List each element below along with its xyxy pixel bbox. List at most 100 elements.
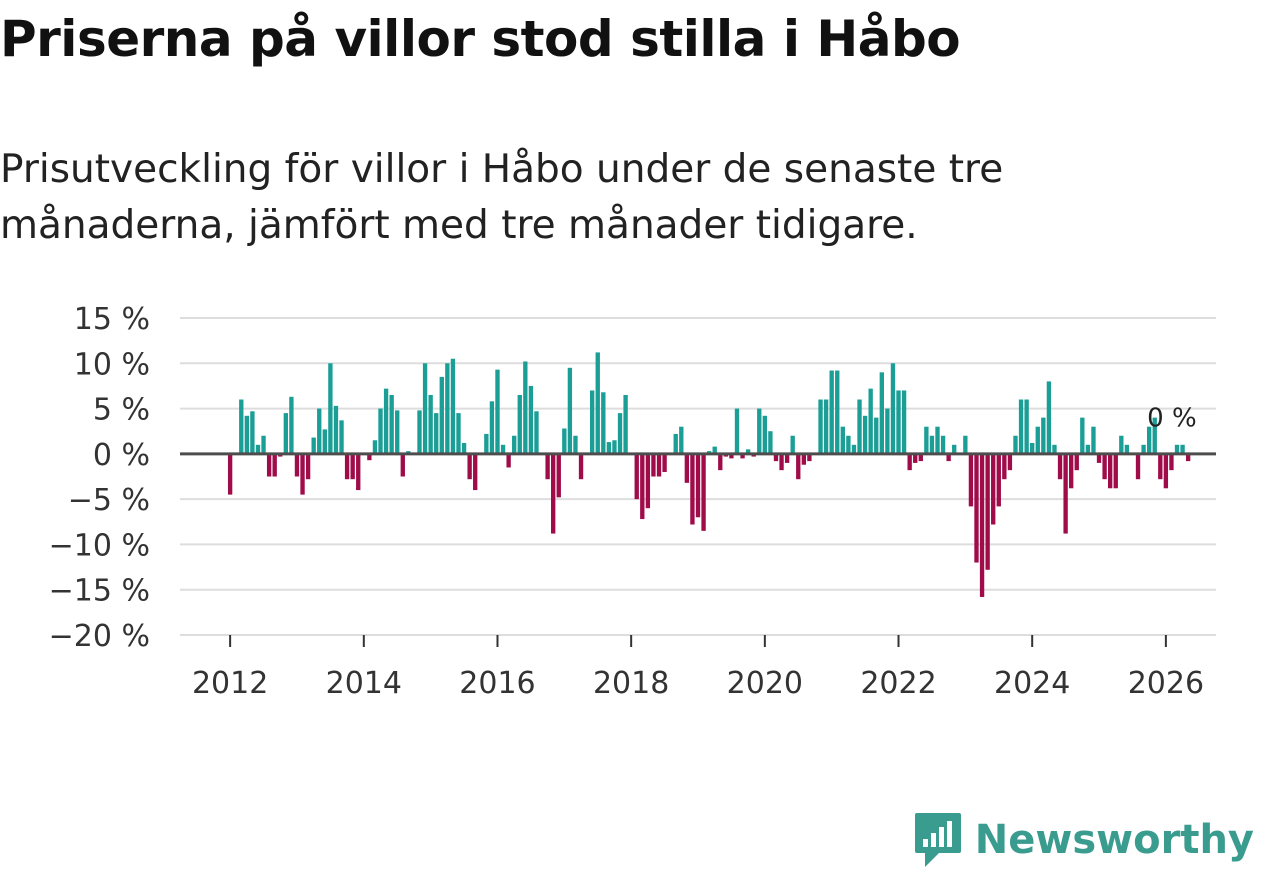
bar[interactable] bbox=[1119, 435, 1124, 454]
bar[interactable] bbox=[896, 390, 901, 454]
bar[interactable] bbox=[734, 408, 740, 454]
bar[interactable] bbox=[946, 453, 951, 462]
bar[interactable] bbox=[255, 444, 261, 454]
bar[interactable] bbox=[862, 415, 868, 454]
bar[interactable] bbox=[484, 433, 489, 454]
bar[interactable] bbox=[445, 363, 450, 454]
bar[interactable] bbox=[551, 453, 556, 534]
bar[interactable] bbox=[512, 435, 517, 454]
bar[interactable] bbox=[645, 453, 651, 509]
bar[interactable] bbox=[294, 453, 300, 477]
bar[interactable] bbox=[1007, 453, 1013, 471]
bar[interactable] bbox=[1069, 453, 1074, 489]
bar[interactable] bbox=[968, 453, 974, 507]
bar[interactable] bbox=[227, 453, 233, 495]
bar[interactable] bbox=[339, 420, 344, 454]
bar[interactable] bbox=[745, 449, 751, 454]
bar[interactable] bbox=[573, 435, 578, 454]
bar[interactable] bbox=[729, 453, 734, 459]
bar[interactable] bbox=[835, 370, 840, 454]
bar[interactable] bbox=[1052, 444, 1057, 454]
bar[interactable] bbox=[272, 453, 277, 477]
bar[interactable] bbox=[846, 435, 851, 454]
bar[interactable] bbox=[1107, 453, 1113, 489]
bar[interactable] bbox=[417, 410, 422, 454]
bar[interactable] bbox=[996, 453, 1001, 507]
bar[interactable] bbox=[1041, 417, 1046, 454]
bar[interactable] bbox=[757, 408, 762, 454]
bar[interactable] bbox=[244, 415, 250, 454]
bar[interactable] bbox=[796, 453, 801, 480]
bar[interactable] bbox=[623, 394, 628, 454]
bar[interactable] bbox=[367, 453, 372, 461]
bar[interactable] bbox=[952, 444, 957, 454]
bar[interactable] bbox=[1091, 426, 1096, 454]
bar[interactable] bbox=[517, 394, 522, 454]
bar[interactable] bbox=[762, 415, 768, 454]
bar[interactable] bbox=[567, 367, 573, 454]
bar[interactable] bbox=[1057, 453, 1063, 480]
bar[interactable] bbox=[913, 453, 918, 463]
bar[interactable] bbox=[701, 453, 706, 531]
bar[interactable] bbox=[823, 399, 829, 454]
bar[interactable] bbox=[924, 426, 929, 454]
bar[interactable] bbox=[1018, 399, 1024, 454]
bar[interactable] bbox=[718, 453, 723, 471]
bar[interactable] bbox=[434, 413, 439, 454]
bar[interactable] bbox=[456, 413, 461, 454]
bar[interactable] bbox=[612, 440, 617, 454]
bar[interactable] bbox=[784, 453, 790, 463]
bar[interactable] bbox=[857, 399, 862, 454]
bar[interactable] bbox=[1063, 453, 1068, 534]
bar[interactable] bbox=[1102, 453, 1107, 480]
bar[interactable] bbox=[467, 453, 472, 480]
bar[interactable] bbox=[690, 453, 695, 525]
bar[interactable] bbox=[907, 453, 912, 471]
bar[interactable] bbox=[428, 394, 433, 454]
bar[interactable] bbox=[790, 435, 795, 454]
bar[interactable] bbox=[773, 453, 779, 462]
bar[interactable] bbox=[1085, 444, 1091, 454]
bar[interactable] bbox=[662, 453, 667, 472]
bar[interactable] bbox=[344, 453, 350, 480]
bar[interactable] bbox=[890, 363, 896, 454]
bar[interactable] bbox=[1169, 453, 1174, 471]
bar[interactable] bbox=[801, 453, 807, 465]
bar[interactable] bbox=[1174, 444, 1180, 454]
bar[interactable] bbox=[901, 390, 907, 454]
bar[interactable] bbox=[779, 453, 784, 471]
bar[interactable] bbox=[500, 444, 506, 454]
bar[interactable] bbox=[829, 370, 834, 454]
bar[interactable] bbox=[506, 453, 511, 468]
bar[interactable] bbox=[656, 453, 662, 477]
bar[interactable] bbox=[534, 411, 539, 454]
bar[interactable] bbox=[818, 399, 823, 454]
bar[interactable] bbox=[1180, 444, 1185, 454]
bar[interactable] bbox=[322, 429, 327, 454]
bar[interactable] bbox=[356, 453, 361, 491]
bar[interactable] bbox=[528, 385, 534, 454]
bar[interactable] bbox=[1074, 453, 1079, 471]
bar[interactable] bbox=[601, 392, 606, 454]
bar[interactable] bbox=[395, 410, 400, 454]
bar[interactable] bbox=[851, 444, 857, 454]
bar[interactable] bbox=[239, 399, 244, 454]
bar[interactable] bbox=[651, 453, 656, 477]
bar[interactable] bbox=[1035, 426, 1040, 454]
bar[interactable] bbox=[1030, 442, 1035, 454]
bar[interactable] bbox=[679, 426, 684, 454]
bar[interactable] bbox=[305, 453, 311, 480]
bar[interactable] bbox=[1124, 444, 1130, 454]
bar[interactable] bbox=[300, 453, 305, 495]
bar[interactable] bbox=[640, 453, 645, 520]
bar[interactable] bbox=[378, 408, 383, 454]
bar[interactable] bbox=[473, 453, 478, 491]
bar[interactable] bbox=[266, 453, 272, 477]
bar[interactable] bbox=[389, 394, 394, 454]
bar[interactable] bbox=[589, 390, 595, 454]
bar[interactable] bbox=[1152, 417, 1157, 454]
bar[interactable] bbox=[684, 453, 690, 483]
bar[interactable] bbox=[333, 405, 339, 454]
bar[interactable] bbox=[606, 442, 612, 454]
bar[interactable] bbox=[317, 408, 322, 454]
